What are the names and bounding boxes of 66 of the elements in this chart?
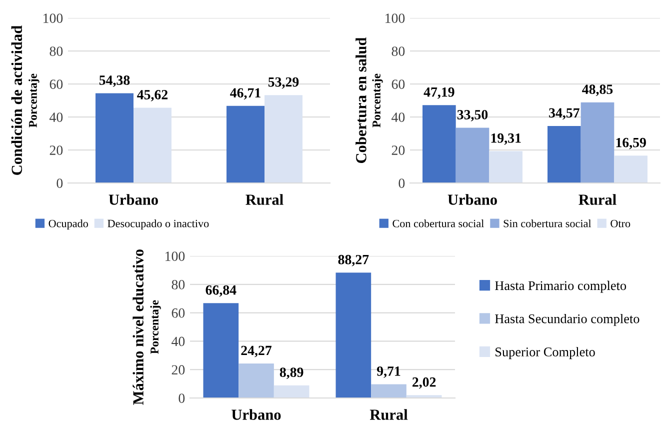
y-tick-label: 20 — [50, 146, 63, 155]
data-label: 54,38 — [99, 76, 130, 87]
y-tick-label: 0 — [398, 178, 405, 188]
data-label: 47,19 — [424, 87, 454, 99]
data-label: 33,50 — [457, 110, 488, 122]
data-label: 48,85 — [582, 84, 613, 96]
bar — [336, 272, 372, 398]
y-tick-label: 20 — [172, 365, 185, 375]
bar — [238, 364, 274, 398]
data-label: 16,59 — [616, 138, 646, 150]
x-tick-label: Urbano — [448, 194, 497, 205]
data-label: 34,57 — [549, 108, 580, 120]
legend-label: Otro — [610, 220, 630, 228]
y-tick-label: 20 — [392, 146, 405, 155]
legend-label: Sin cobertura social — [504, 219, 592, 228]
y-tick-label: 60 — [392, 80, 405, 89]
x-tick-label: Rural — [370, 409, 408, 420]
bar — [614, 156, 648, 183]
legend-label: Superior Completo — [496, 347, 595, 360]
legend-label: Con cobertura social — [392, 219, 484, 228]
data-label: 8,89 — [280, 368, 304, 380]
legend-label: Desocupado o inactivo — [108, 219, 209, 230]
bar — [548, 126, 581, 183]
y-tick-label: 0 — [178, 394, 185, 403]
bar — [203, 303, 239, 398]
data-label: 19,31 — [491, 133, 521, 145]
bar — [226, 106, 264, 183]
y-tick-label: 80 — [392, 46, 405, 56]
data-label: 2,02 — [412, 377, 436, 389]
x-tick-label: Rural — [246, 194, 284, 205]
bar — [456, 128, 490, 183]
y-tick-label: 100 — [44, 14, 63, 23]
y-tick-label: 40 — [50, 112, 63, 122]
bar — [96, 93, 134, 183]
bar — [264, 95, 302, 183]
x-tick-label: Rural — [578, 194, 616, 205]
bar — [274, 385, 310, 398]
data-label: 24,27 — [241, 346, 272, 358]
data-label: 9,71 — [376, 366, 400, 378]
data-label: 88,27 — [338, 254, 369, 266]
y-tick-label: 60 — [172, 308, 185, 318]
y-tick-label: 0 — [56, 178, 63, 188]
bar — [489, 151, 522, 183]
bar — [134, 108, 172, 183]
y-axis-title: Máximo nivel educativo Porcentaje — [132, 250, 161, 405]
x-tick-label: Urbano — [108, 194, 158, 205]
y-tick-label: 80 — [172, 280, 185, 290]
y-tick-label: 80 — [50, 46, 63, 56]
y-axis-title: Cobertura en salud Porcentaje — [356, 37, 383, 163]
legend-label: Ocupado — [48, 219, 88, 230]
y-axis-title: Condición de actividad Porcentaje — [11, 26, 40, 175]
data-label: 45,62 — [137, 90, 168, 102]
y-tick-label: 100 — [166, 252, 185, 261]
bar — [580, 102, 614, 183]
bar — [422, 105, 456, 183]
legend-label: Hasta Primario completo — [495, 280, 626, 293]
y-tick-label: 60 — [50, 80, 63, 89]
y-tick-label: 40 — [392, 112, 405, 122]
data-label: 53,29 — [268, 77, 299, 89]
data-label: 66,84 — [206, 285, 236, 297]
y-tick-label: 100 — [386, 14, 405, 23]
bar — [371, 384, 406, 398]
legend-label: Hasta Secundario completo — [495, 314, 640, 326]
y-tick-label: 40 — [172, 336, 185, 346]
x-tick-label: Urbano — [232, 409, 281, 420]
data-label: 46,71 — [230, 88, 260, 100]
